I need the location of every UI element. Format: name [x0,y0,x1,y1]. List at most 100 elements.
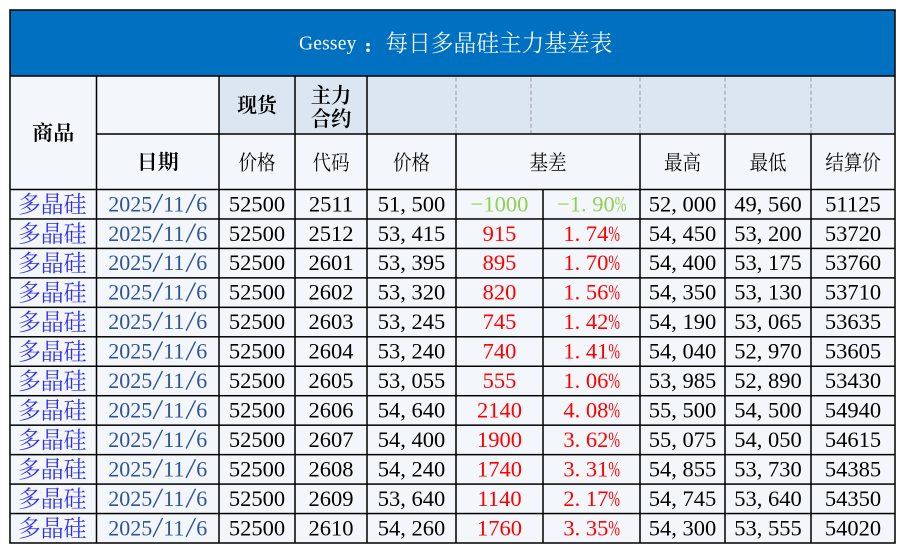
svg-text:−1000: −1000 [471,191,529,216]
svg-text:52500: 52500 [229,280,285,305]
svg-text:%: % [608,487,620,512]
svg-text:1760: 1760 [477,515,522,540]
svg-text:2601: 2601 [309,250,354,275]
svg-text:2603: 2603 [309,309,354,334]
svg-text:52, 970: 52, 970 [734,339,802,364]
svg-text:53, 415: 53, 415 [378,221,446,246]
svg-text:%: % [608,251,620,276]
svg-text:53605: 53605 [825,339,881,364]
svg-text:52500: 52500 [229,191,285,216]
svg-text:53430: 53430 [825,368,881,393]
svg-text:%: % [608,310,620,335]
svg-text:53, 555: 53, 555 [734,515,802,540]
svg-text:52500: 52500 [229,427,285,452]
svg-text:53, 730: 53, 730 [734,456,802,481]
svg-text:54, 745: 54, 745 [649,486,717,511]
svg-text:52500: 52500 [229,309,285,334]
svg-text:1. 56: 1. 56 [563,280,608,305]
svg-text:%: % [608,457,620,482]
svg-text:3. 35: 3. 35 [563,515,608,540]
svg-text:53, 985: 53, 985 [649,368,717,393]
svg-text:54, 400: 54, 400 [649,250,717,275]
svg-text:54, 050: 54, 050 [734,427,802,452]
svg-text:1. 70: 1. 70 [563,250,608,275]
svg-text:3. 62: 3. 62 [563,427,608,452]
svg-text:53, 130: 53, 130 [734,280,802,305]
svg-text:2602: 2602 [309,280,354,305]
svg-text:53, 640: 53, 640 [734,486,802,511]
svg-text:53, 640: 53, 640 [378,486,446,511]
svg-text:52500: 52500 [229,486,285,511]
svg-text:52500: 52500 [229,250,285,275]
svg-text:51125: 51125 [825,191,880,216]
svg-text:54, 190: 54, 190 [649,309,717,334]
svg-text:1. 41: 1. 41 [563,339,608,364]
svg-text:%: % [608,516,620,541]
svg-text:53, 065: 53, 065 [734,309,802,334]
svg-text:1. 06: 1. 06 [563,368,608,393]
svg-text:52500: 52500 [229,398,285,423]
svg-text:54, 350: 54, 350 [649,280,717,305]
svg-text:%: % [608,369,620,394]
svg-text:54615: 54615 [825,427,881,452]
svg-text:53, 320: 53, 320 [378,280,446,305]
svg-text:52500: 52500 [229,368,285,393]
svg-text:4. 08: 4. 08 [563,398,608,423]
svg-text:54, 855: 54, 855 [649,456,717,481]
svg-text:−1. 90: −1. 90 [557,191,615,216]
svg-text:52500: 52500 [229,221,285,246]
svg-text:915: 915 [483,221,517,246]
svg-text:52, 000: 52, 000 [649,191,717,216]
svg-text:53, 175: 53, 175 [734,250,802,275]
svg-text:54, 240: 54, 240 [378,456,446,481]
svg-text:51, 500: 51, 500 [378,191,446,216]
svg-text:54, 450: 54, 450 [649,221,717,246]
svg-text:55, 075: 55, 075 [649,427,717,452]
svg-text:53760: 53760 [825,250,881,275]
svg-text:%: % [608,339,620,364]
svg-text:54940: 54940 [825,398,881,423]
svg-text:2609: 2609 [309,486,354,511]
svg-text:%: % [608,280,620,305]
svg-text:2604: 2604 [309,339,354,364]
svg-text:820: 820 [483,280,517,305]
svg-text:52500: 52500 [229,456,285,481]
svg-text:53710: 53710 [825,280,881,305]
svg-text:1140: 1140 [477,486,521,511]
svg-text:54385: 54385 [825,456,881,481]
svg-text:2511: 2511 [309,191,353,216]
svg-text:54350: 54350 [825,486,881,511]
svg-text:1. 42: 1. 42 [563,309,608,334]
svg-text:Gessey: Gessey [299,33,357,54]
svg-text:745: 745 [483,309,517,334]
svg-text:%: % [608,428,620,453]
svg-text:2608: 2608 [309,456,354,481]
svg-text:1740: 1740 [477,456,522,481]
svg-text:53, 240: 53, 240 [378,339,446,364]
svg-text:%: % [615,192,627,217]
svg-text:2605: 2605 [309,368,354,393]
svg-text:895: 895 [483,250,517,275]
svg-text:1. 74: 1. 74 [563,221,608,246]
svg-text:54, 500: 54, 500 [734,398,802,423]
svg-text:53, 055: 53, 055 [378,368,446,393]
svg-text:52500: 52500 [229,515,285,540]
svg-text:740: 740 [483,339,517,364]
svg-text:555: 555 [483,368,517,393]
svg-text:2140: 2140 [477,398,522,423]
svg-text:54020: 54020 [825,515,881,540]
svg-text:54, 260: 54, 260 [378,515,446,540]
svg-text:54, 400: 54, 400 [378,427,446,452]
svg-text:53, 245: 53, 245 [378,309,446,334]
svg-text:3. 31: 3. 31 [563,456,608,481]
svg-text:53, 395: 53, 395 [378,250,446,275]
svg-text:2607: 2607 [309,427,354,452]
svg-text:2606: 2606 [309,398,354,423]
svg-text:2512: 2512 [309,221,354,246]
svg-text:%: % [608,398,620,423]
svg-text:52, 890: 52, 890 [734,368,802,393]
svg-text:54, 640: 54, 640 [378,398,446,423]
svg-text:2610: 2610 [309,515,354,540]
svg-text:%: % [608,222,620,247]
svg-text:52500: 52500 [229,339,285,364]
